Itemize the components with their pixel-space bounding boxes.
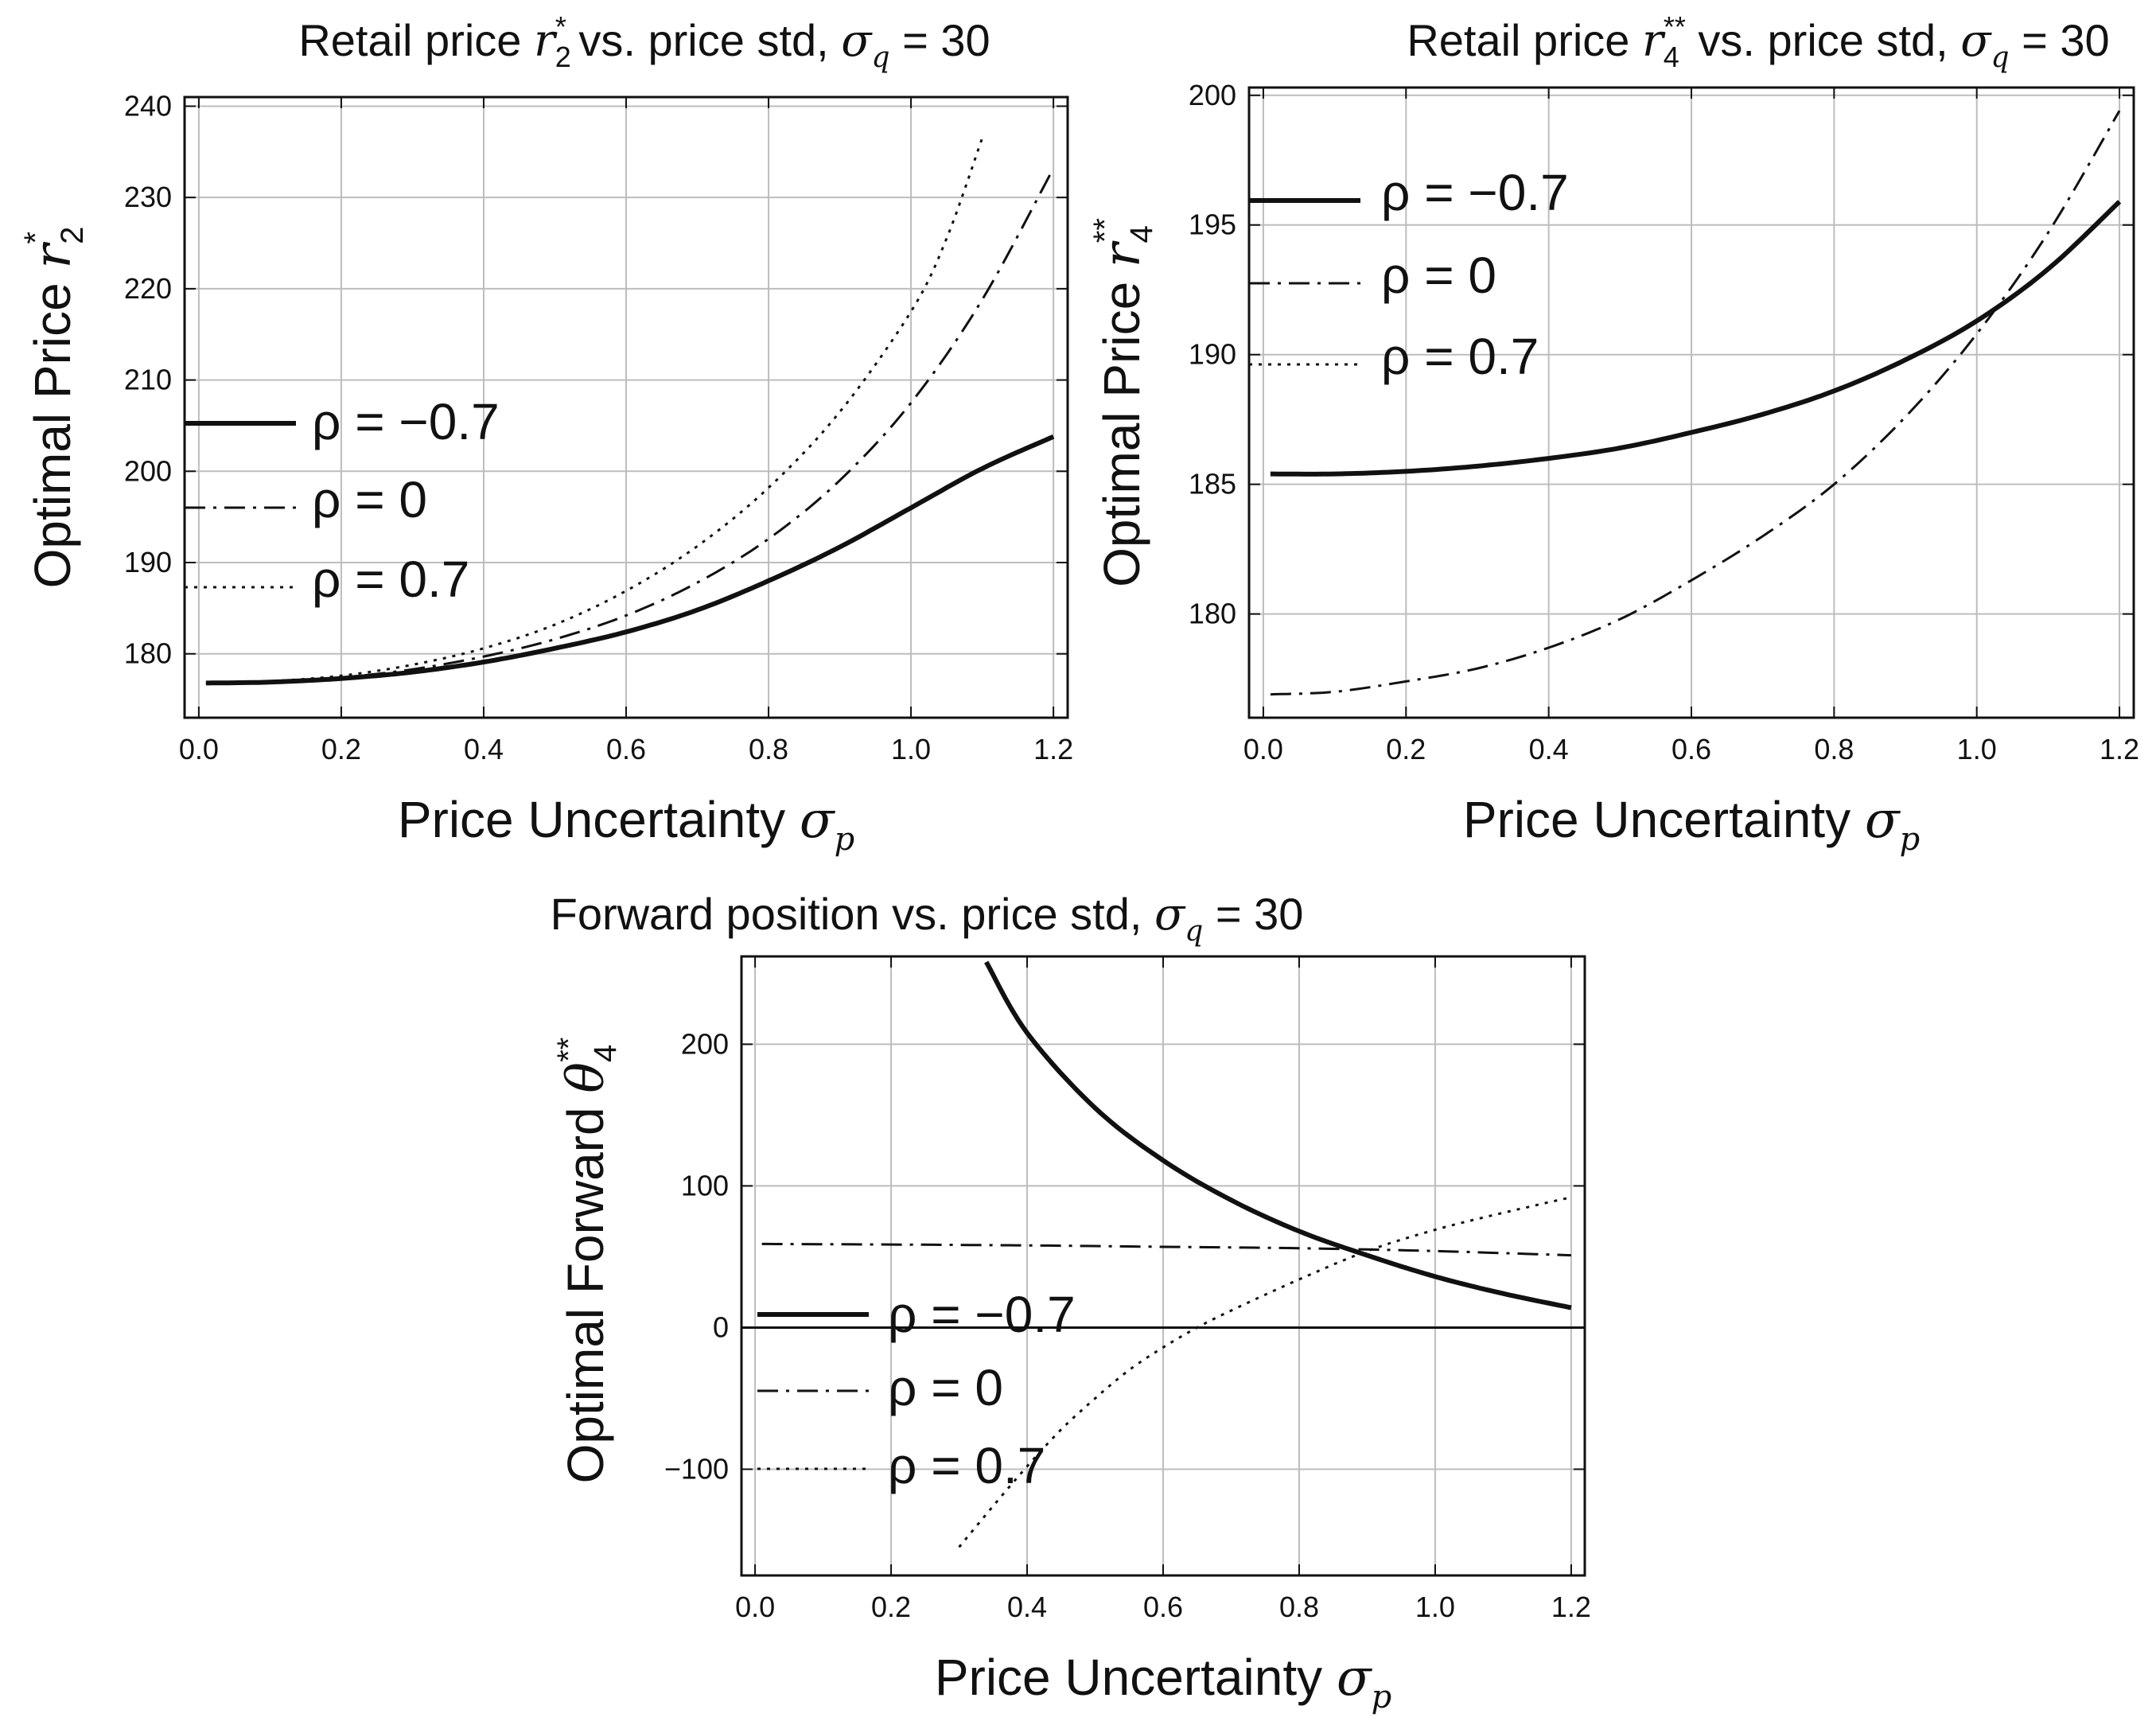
series-line-solid bbox=[984, 960, 1572, 1310]
x-tick-label: 0.8 bbox=[749, 733, 788, 765]
series-line-dashdot bbox=[761, 1242, 1571, 1257]
legend-label: ρ = −0.7 bbox=[312, 393, 500, 450]
series-line-dashdot bbox=[1270, 110, 2121, 696]
panel-b-chart: Retail price r4** vs. price std, σq = 30… bbox=[1088, 10, 2139, 858]
panel-a-ylabel: Optimal Price r2* bbox=[18, 227, 90, 589]
panel-a-xlabel: Price Uncertainty σp bbox=[398, 791, 854, 858]
panel-a-legend: ρ = −0.7 ρ = 0 ρ = 0.7 bbox=[185, 393, 500, 608]
panel-b-title: Retail price r4** vs. price std, σq = 30 bbox=[1407, 10, 2109, 74]
x-tick-label: 0.6 bbox=[606, 733, 646, 765]
x-tick-label: 1.2 bbox=[1033, 733, 1073, 765]
y-tick-label: 200 bbox=[124, 454, 172, 487]
panel-b-ylabel: Optimal Price r4** bbox=[1088, 218, 1159, 587]
x-tick-label: 0.6 bbox=[1143, 1591, 1183, 1623]
panel-b-grid bbox=[1249, 88, 2134, 718]
panel-c-title: Forward position vs. price std, σq = 30 bbox=[551, 889, 1304, 948]
x-tick-label: 1.2 bbox=[2100, 733, 2139, 765]
y-tick-label: 240 bbox=[124, 89, 172, 122]
panel-b-xlabel: Price Uncertainty σp bbox=[1463, 791, 1920, 858]
x-tick-label: 0.2 bbox=[321, 733, 361, 765]
y-tick-label: 0 bbox=[713, 1310, 729, 1343]
panel-b-curves bbox=[1270, 110, 2122, 696]
legend-label: ρ = −0.7 bbox=[1381, 164, 1569, 221]
legend-label: ρ = 0.7 bbox=[312, 551, 469, 608]
legend-label: ρ = 0 bbox=[1381, 247, 1496, 304]
panel-a-title: Retail price r2* vs. price std, σq = 30 bbox=[298, 10, 990, 74]
x-tick-label: 0.4 bbox=[464, 733, 504, 765]
y-tick-label: −100 bbox=[664, 1452, 729, 1485]
series-line-dashdot bbox=[205, 167, 1055, 684]
series-line-solid bbox=[1270, 200, 2122, 477]
panel-c-xlabel: Price Uncertainty σp bbox=[935, 1649, 1391, 1715]
y-tick-label: 200 bbox=[681, 1027, 729, 1060]
panel-c-grid bbox=[741, 956, 1585, 1575]
x-tick-label: 0.8 bbox=[1279, 1591, 1319, 1623]
x-tick-label: 0.2 bbox=[871, 1591, 911, 1623]
panel-c-legend: ρ = −0.7 ρ = 0 ρ = 0.7 bbox=[757, 1286, 1076, 1494]
y-tick-label: 210 bbox=[124, 364, 172, 396]
y-tick-label: 195 bbox=[1189, 208, 1236, 241]
legend-label: ρ = −0.7 bbox=[888, 1286, 1076, 1343]
y-tick-label: 190 bbox=[124, 546, 172, 578]
y-tick-label: 220 bbox=[124, 272, 172, 305]
series-line-dotted bbox=[205, 138, 984, 684]
panel-c-ylabel: Optimal Forward θ4** bbox=[551, 1038, 623, 1484]
x-tick-label: 1.0 bbox=[1957, 733, 1997, 765]
x-tick-label: 0.0 bbox=[179, 733, 219, 765]
x-tick-label: 0.0 bbox=[735, 1591, 775, 1623]
x-tick-label: 1.0 bbox=[1415, 1591, 1455, 1623]
legend-label: ρ = 0 bbox=[888, 1359, 1003, 1416]
x-tick-label: 0.4 bbox=[1007, 1591, 1047, 1623]
y-tick-label: 180 bbox=[124, 637, 172, 670]
panel-a-ticks: 0.0 0.2 0.4 0.6 0.8 1.0 1.2 180 190 200 210 220 230 2… bbox=[124, 89, 1073, 765]
panel-a-chart: Retail price r2* vs. price std, σq = 30 … bbox=[18, 10, 1073, 858]
y-tick-label: 200 bbox=[1189, 79, 1236, 111]
panel-a-curves bbox=[205, 138, 1055, 686]
x-tick-label: 1.2 bbox=[1551, 1591, 1591, 1623]
x-tick-label: 0.4 bbox=[1529, 733, 1569, 765]
x-tick-label: 1.0 bbox=[891, 733, 931, 765]
panel-c-chart: Forward position vs. price std, σq = 30 … bbox=[551, 889, 1591, 1715]
x-tick-label: 0.0 bbox=[1243, 733, 1283, 765]
panel-c-ticks: 0.0 0.2 0.4 0.6 0.8 1.0 1.2 −100 0 100 200 bbox=[664, 956, 1591, 1623]
legend-label: ρ = 0 bbox=[312, 471, 427, 528]
panel-b-legend: ρ = −0.7 ρ = 0 ρ = 0.7 bbox=[1249, 164, 1569, 385]
x-tick-label: 0.6 bbox=[1671, 733, 1711, 765]
series-line-dotted bbox=[958, 1196, 1572, 1548]
y-tick-label: 185 bbox=[1189, 468, 1236, 500]
y-tick-label: 100 bbox=[681, 1169, 729, 1201]
y-tick-label: 230 bbox=[124, 181, 172, 213]
y-tick-label: 190 bbox=[1189, 338, 1236, 371]
x-tick-label: 0.8 bbox=[1814, 733, 1854, 765]
panel-b-ticks: 0.0 0.2 0.4 0.6 0.8 1.0 1.2 180 185 190 195 200 bbox=[1189, 79, 2139, 765]
legend-label: ρ = 0.7 bbox=[888, 1437, 1045, 1494]
x-tick-label: 0.2 bbox=[1386, 733, 1426, 765]
y-tick-label: 180 bbox=[1189, 598, 1236, 630]
panel-c-curves bbox=[741, 960, 1585, 1548]
legend-label: ρ = 0.7 bbox=[1381, 328, 1539, 385]
